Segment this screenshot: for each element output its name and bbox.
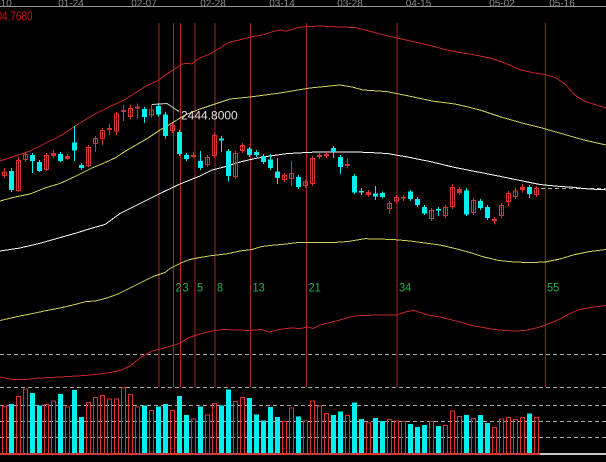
svg-text:05-02: 05-02 (489, 0, 515, 10)
svg-text:01-10: 01-10 (0, 0, 12, 10)
svg-text:3: 3 (183, 282, 189, 294)
svg-text:13: 13 (253, 282, 265, 294)
svg-text:05-16: 05-16 (549, 0, 575, 10)
svg-text:55: 55 (547, 282, 559, 294)
svg-text:01-24: 01-24 (58, 0, 84, 10)
svg-text:03-28: 03-28 (337, 0, 363, 10)
svg-text:21: 21 (309, 282, 321, 294)
svg-text:5: 5 (197, 282, 203, 294)
svg-text:02-28: 02-28 (200, 0, 226, 10)
svg-text:34: 34 (399, 282, 412, 294)
svg-text:2: 2 (176, 282, 182, 294)
svg-text:2404.7680: 2404.7680 (0, 11, 33, 24)
svg-text:04-15: 04-15 (406, 0, 432, 10)
svg-text:2444.8000: 2444.8000 (181, 109, 238, 123)
svg-text:02-07: 02-07 (131, 0, 157, 10)
svg-text:8: 8 (217, 282, 223, 294)
svg-text:03-14: 03-14 (269, 0, 295, 10)
